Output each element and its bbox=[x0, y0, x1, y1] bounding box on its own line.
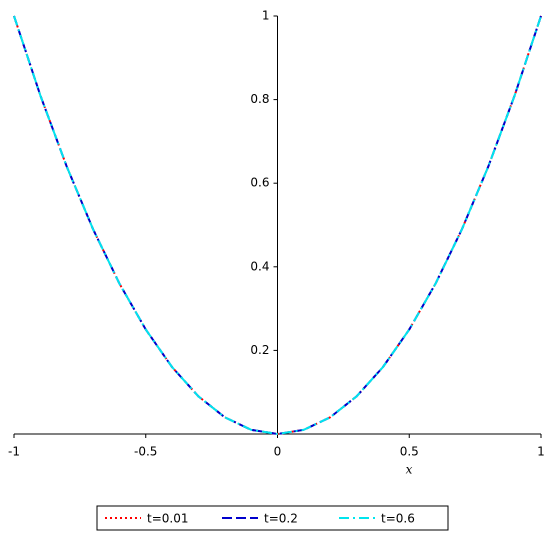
y-tick-label: 0.4 bbox=[250, 259, 269, 273]
x-tick-label: -1 bbox=[8, 445, 20, 459]
y-tick-label: 0.6 bbox=[250, 176, 269, 190]
x-tick-label: 0.5 bbox=[400, 445, 419, 459]
y-tick-label: 0.8 bbox=[250, 92, 269, 106]
y-tick-label: 0.2 bbox=[250, 343, 269, 357]
legend-box bbox=[96, 505, 449, 531]
legend-label: t=0.01 bbox=[147, 512, 188, 526]
y-tick-label: 1 bbox=[262, 9, 270, 23]
x-axis-label: x bbox=[406, 463, 413, 477]
x-tick-label: -0.5 bbox=[134, 445, 157, 459]
legend-label: t=0.6 bbox=[381, 512, 415, 526]
legend-label: t=0.2 bbox=[264, 512, 298, 526]
series-line bbox=[13, 15, 542, 436]
x-tick-label: 0 bbox=[274, 445, 282, 459]
x-tick-label: 1 bbox=[537, 445, 545, 459]
